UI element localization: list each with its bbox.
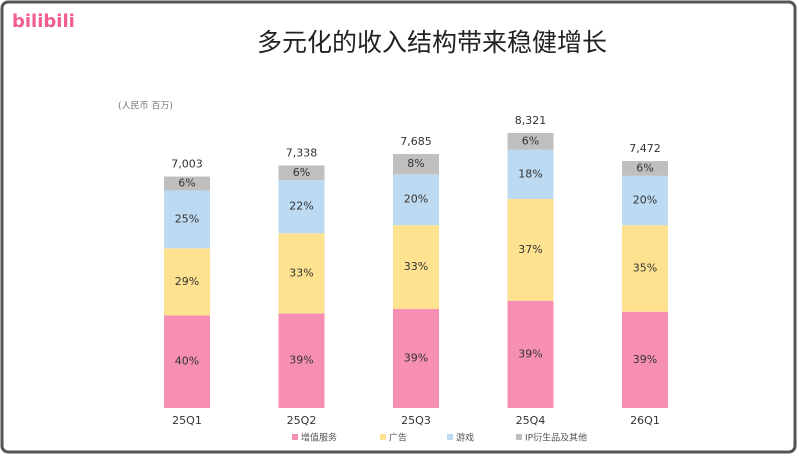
segment-label: 20%	[633, 194, 657, 207]
bar-segment	[622, 225, 668, 312]
legend-label: IP衍生品及其他	[525, 432, 587, 444]
bar-segment	[393, 154, 439, 175]
segment-label: 29%	[175, 275, 199, 288]
bar-segment	[164, 315, 210, 408]
segment-label: 35%	[633, 261, 657, 274]
legend-swatch	[380, 434, 386, 440]
total-label: 7,685	[400, 135, 432, 148]
segment-label: 8%	[407, 157, 424, 170]
bar-segment	[164, 190, 210, 249]
legend-label: 游戏	[456, 432, 474, 444]
x-tick-label: 25Q1	[172, 414, 202, 427]
total-label: 7,003	[171, 158, 203, 171]
legend-swatch	[447, 434, 453, 440]
x-tick-label: 26Q1	[630, 414, 660, 427]
total-label: 8,321	[515, 114, 547, 127]
bar-segment	[393, 225, 439, 309]
segment-label: 40%	[175, 355, 199, 368]
bar-segment	[507, 133, 554, 150]
segment-label: 39%	[518, 347, 542, 360]
x-tick-label: 25Q4	[516, 414, 546, 427]
segment-label: 33%	[289, 266, 313, 279]
x-tick-label: 25Q2	[287, 414, 317, 427]
total-label: 7,338	[286, 146, 318, 159]
segment-label: 6%	[293, 166, 310, 179]
segment-label: 25%	[175, 212, 199, 225]
legend-swatch	[292, 434, 298, 440]
chart-title: 多元化的收入结构带来稳健增长	[257, 28, 607, 57]
bar-segment	[278, 180, 325, 234]
segment-label: 37%	[518, 243, 542, 256]
x-tick-label: 25Q3	[401, 414, 431, 427]
bar-segment	[622, 311, 668, 408]
bar-segment	[622, 175, 668, 226]
bar-segment	[507, 300, 554, 408]
segment-label: 18%	[518, 167, 542, 180]
bar-segment	[507, 149, 554, 199]
bar-segment	[164, 248, 210, 316]
segment-label: 39%	[633, 353, 657, 366]
legend-swatch	[516, 434, 522, 440]
legend-label: 广告	[389, 432, 407, 444]
segment-label: 6%	[636, 161, 653, 174]
total-label: 7,472	[629, 142, 661, 155]
segment-label: 39%	[289, 354, 313, 367]
segment-label: 39%	[404, 351, 428, 364]
segment-label: 6%	[522, 134, 539, 147]
segment-label: 20%	[404, 193, 428, 206]
bar-segment	[278, 313, 325, 408]
legend-label: 增值服务	[301, 432, 337, 444]
segment-label: 33%	[404, 260, 428, 273]
bar-segment	[507, 199, 554, 301]
bar-segment	[393, 174, 439, 226]
bar-segment	[622, 161, 668, 176]
segment-label: 6%	[178, 177, 195, 190]
bar-segment	[278, 233, 325, 314]
segment-label: 22%	[289, 200, 313, 213]
bar-segment	[278, 165, 325, 181]
unit-label: (人民币 百万)	[118, 101, 173, 112]
bar-segment	[164, 176, 210, 191]
logo: bilibili	[12, 11, 75, 32]
bar-segment	[393, 308, 439, 408]
